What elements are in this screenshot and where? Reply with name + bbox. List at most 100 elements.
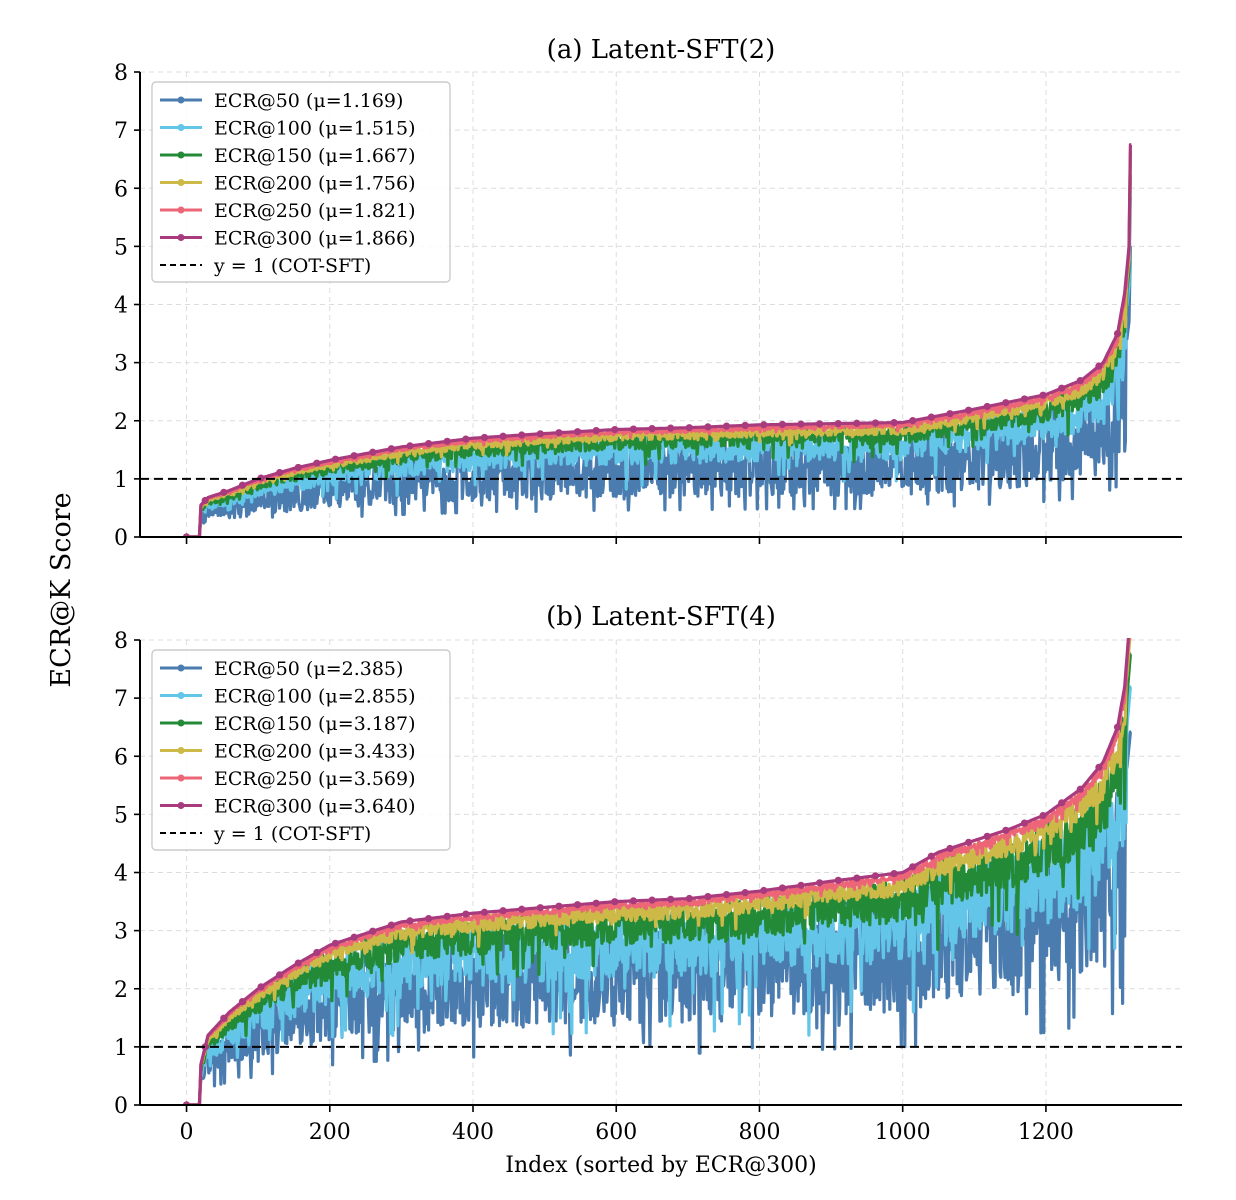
y-tick-label: 3 (114, 920, 128, 945)
marker-ecr300 (331, 939, 340, 947)
axes-a: 0 1 2 3 4 5 6 7 8 (114, 61, 1182, 551)
marker-ecr300 (443, 912, 451, 920)
legend-box (151, 649, 451, 851)
marker-ecr300 (1002, 826, 1010, 834)
series-line-ecr250 (185, 638, 1131, 1105)
marker-ecr300 (741, 421, 749, 429)
marker-ecr300 (648, 896, 656, 904)
legend-marker (177, 206, 185, 214)
marker-ecr300 (797, 420, 805, 428)
marker-ecr300 (313, 459, 321, 467)
marker-ecr300 (555, 429, 563, 437)
legend-marker (177, 234, 185, 241)
marker-ecr300 (704, 892, 712, 901)
marker-ecr300 (1039, 391, 1047, 399)
marker-ecr300 (946, 410, 954, 418)
x-tick-label: 1000 (875, 1120, 931, 1145)
marker-ecr300 (555, 902, 563, 910)
marker-ecr300 (1020, 395, 1029, 403)
marker-ecr300 (853, 874, 861, 882)
marker-ecr300 (1058, 799, 1066, 807)
legend-label: ECR@250 (μ=3.569) (214, 768, 416, 790)
marker-ecr300 (443, 437, 451, 445)
marker-ecr300 (238, 481, 247, 489)
y-tick-label: 6 (114, 177, 128, 202)
marker-ecr300 (1039, 811, 1047, 820)
marker-ecr300 (536, 904, 544, 912)
marker-ecr300 (685, 894, 693, 903)
legend-marker (177, 774, 185, 782)
marker-ecr300 (201, 1043, 209, 1051)
y-tick-label: 6 (114, 745, 128, 770)
marker-ecr300 (667, 424, 675, 432)
series-lines-b (182, 638, 1133, 1105)
marker-ecr300 (536, 430, 544, 438)
legend-b: ECR@50 (μ=2.385) ECR@100 (μ=2.855) ECR@150… (151, 649, 451, 851)
marker-ecr300 (1020, 819, 1029, 827)
marker-ecr300 (257, 983, 265, 991)
legend-label: y = 1 (COT-SFT) (213, 823, 371, 845)
marker-ecr300 (611, 898, 619, 906)
marker-ecr300 (480, 908, 489, 916)
legend-box (151, 81, 451, 283)
marker-ecr300 (480, 433, 489, 442)
marker-ecr300 (927, 413, 935, 421)
y-tick-label: 8 (114, 61, 128, 86)
series-line-ecr300 (185, 143, 1133, 537)
marker-ecr300 (462, 910, 470, 918)
legend-label: ECR@100 (μ=2.855) (214, 686, 416, 708)
y-tick-label: 1 (114, 468, 128, 493)
marker-ecr300 (369, 927, 377, 935)
series-line-ecr300 (185, 638, 1131, 1105)
marker-ecr300 (350, 933, 358, 941)
marker-ecr300 (1076, 785, 1084, 793)
legend-marker (177, 179, 185, 186)
x-tick-label: 200 (309, 1120, 351, 1145)
legend-marker (177, 692, 185, 699)
legend-marker (177, 719, 185, 727)
legend-label: ECR@200 (μ=3.433) (214, 741, 416, 763)
marker-ecr300 (294, 463, 302, 472)
x-axis-label: Index (sorted by ECR@300) (505, 1153, 816, 1178)
marker-ecr300 (425, 914, 433, 923)
legend-marker (177, 664, 185, 672)
marker-ecr300 (741, 889, 749, 897)
legend-label: ECR@50 (μ=2.385) (214, 658, 403, 680)
y-tick-label: 0 (114, 1094, 128, 1119)
marker-ecr300 (648, 424, 656, 433)
legend-label: ECR@150 (μ=1.667) (214, 145, 416, 167)
marker-ecr300 (518, 905, 526, 913)
marker-ecr300 (294, 959, 302, 967)
marker-ecr300 (425, 439, 433, 448)
legend-marker (177, 96, 185, 104)
legend-label: ECR@200 (μ=1.756) (214, 173, 416, 195)
marker-ecr300 (592, 427, 600, 435)
series-line-ecr100 (185, 685, 1133, 1105)
marker-ecr300 (462, 435, 470, 443)
marker-ecr300 (276, 468, 284, 477)
legend-marker (177, 747, 185, 754)
x-tick-label: 400 (452, 1120, 494, 1145)
marker-ecr300 (871, 419, 880, 427)
marker-ecr300 (704, 423, 712, 431)
panel-a: 0 1 2 3 4 5 6 7 8 (a) Latent-SFT(2) ECR@50 (μ=1.… (114, 35, 1182, 551)
marker-ecr300 (592, 899, 600, 907)
marker-ecr300 (909, 417, 917, 425)
marker-ecr300 (369, 448, 377, 456)
marker-ecr300 (499, 907, 507, 915)
panel-b: 0 1 2 3 4 5 6 7 8 0 200 400 600 800 1000 1200 (b) Laten… (114, 602, 1182, 1145)
y-tick-label: 5 (114, 235, 128, 260)
marker-ecr300 (629, 897, 638, 905)
legend-label: ECR@300 (μ=1.866) (214, 228, 416, 250)
marker-ecr300 (573, 428, 582, 436)
marker-ecr300 (1002, 399, 1010, 407)
y-tick-label: 2 (114, 978, 128, 1003)
y-tick-label: 4 (114, 862, 128, 887)
legend-label: ECR@100 (μ=1.515) (214, 118, 416, 140)
marker-ecr300 (667, 895, 675, 903)
panel-title-a: (a) Latent-SFT(2) (547, 35, 776, 65)
axes-b: 0 1 2 3 4 5 6 7 8 0 200 400 600 800 1000 1200 (114, 629, 1182, 1145)
series-lines-a (182, 143, 1133, 537)
marker-ecr300 (964, 838, 973, 846)
marker-ecr300 (871, 872, 880, 880)
